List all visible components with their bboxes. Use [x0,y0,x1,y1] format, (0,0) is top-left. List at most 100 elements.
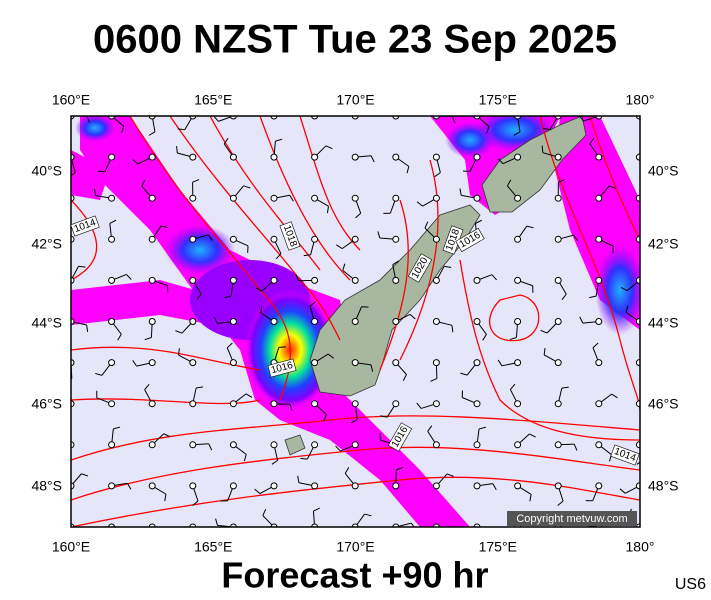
wind-barb-flag [561,293,567,300]
wind-station [473,276,481,284]
wind-barb-flag [95,372,103,376]
wind-station [514,194,522,202]
wind-barb-flag [450,534,451,541]
wind-barb [71,526,73,527]
wind-station [189,276,197,284]
wind-barb-flag [132,158,139,165]
wind-barb-flag [589,137,595,145]
lat-label-left: 48°S [31,478,62,494]
wind-station [351,359,359,367]
wind-station [432,153,440,161]
rain-core [75,116,115,142]
wind-station [392,153,400,161]
wind-station [270,482,278,490]
wind-station [595,400,603,408]
wind-barb-flag [148,131,156,136]
wind-barb-flag [655,196,659,202]
wind-barb-flag [592,342,599,349]
wind-station [148,482,156,490]
wind-barb-flag [275,138,283,142]
wind-barb-flag [364,513,372,517]
wind-barb-flag [62,426,66,432]
wind-barb-flag [557,500,564,506]
wind-station [392,359,400,367]
wind-station [595,235,603,243]
wind-station [473,153,481,161]
wind-barb-flag [541,145,544,153]
lat-label-left: 42°S [31,236,62,252]
wind-barb-flag [641,254,646,259]
wind-barb-flag [78,265,86,268]
wind-station [311,194,319,202]
wind-station [311,235,319,243]
wind-barb-flag [619,488,626,494]
wind-barb-flag [81,473,89,477]
wind-station [392,400,400,408]
wind-barb-flag [178,348,180,356]
wind-station [311,482,319,490]
wind-station [229,482,237,490]
wind-barb-flag [459,188,462,196]
stewart-island [284,434,306,456]
wind-station [311,276,319,284]
wind-station [189,194,197,202]
lat-label-right: 48°S [648,478,679,494]
wind-station [108,318,116,325]
wind-barb-flag [255,287,263,292]
wind-station [189,482,197,490]
isobar-label-box [279,221,301,251]
wind-barb-flag [460,372,468,376]
wind-barb-flag [609,185,616,189]
wind-barb-flag [163,433,171,438]
wind-station [432,359,440,367]
wind-barb-flag [52,202,58,206]
wind-station [514,235,522,243]
wind-barb-flag [529,433,536,438]
wind-station [595,482,603,490]
wind-station [514,482,522,490]
wind-barb-flag [144,337,152,341]
wind-barb-flag [196,386,204,389]
wind-station [108,400,116,408]
wind-barb [314,116,315,117]
wind-barb-flag [335,445,341,452]
wind-station [148,235,156,243]
wind-barb-flag [492,483,497,490]
wind-station [311,400,319,408]
wind-barb-flag [196,293,202,300]
wind-barb-flag [402,374,407,381]
wind-barb-flag [176,145,178,154]
wind-barb [191,526,193,527]
wind-barb-flag [113,426,121,430]
wind-barb-flag [434,172,441,178]
wind-station [148,359,156,367]
lat-label-right: 44°S [648,315,679,331]
wind-station [514,276,522,284]
wind-barb-flag [303,254,311,257]
wind-barb-flag [289,195,294,202]
wind-barb-flag [126,274,132,280]
wind-station [270,153,278,161]
wind-barb-flag [451,116,456,124]
wind-station [473,400,481,408]
wind-station [108,482,116,490]
wind-barb-flag [561,386,569,389]
wind-barb-flag [126,483,132,490]
wind-station [108,441,116,449]
wind-barb-flag [573,234,579,242]
wind-barb [639,197,640,199]
isobars [71,116,640,527]
wind-station [554,318,562,325]
wind-barb-flag [223,137,229,145]
wind-station [148,194,156,202]
wind-station [514,441,522,449]
wind-barb [111,526,113,527]
wind-station [554,194,562,202]
wind-station [189,400,197,408]
wind-barb [638,116,640,117]
wind-barb-flag [370,364,374,372]
wind-barb-flag [113,542,118,547]
isobar-label-box [387,422,413,452]
south-island [309,204,481,397]
